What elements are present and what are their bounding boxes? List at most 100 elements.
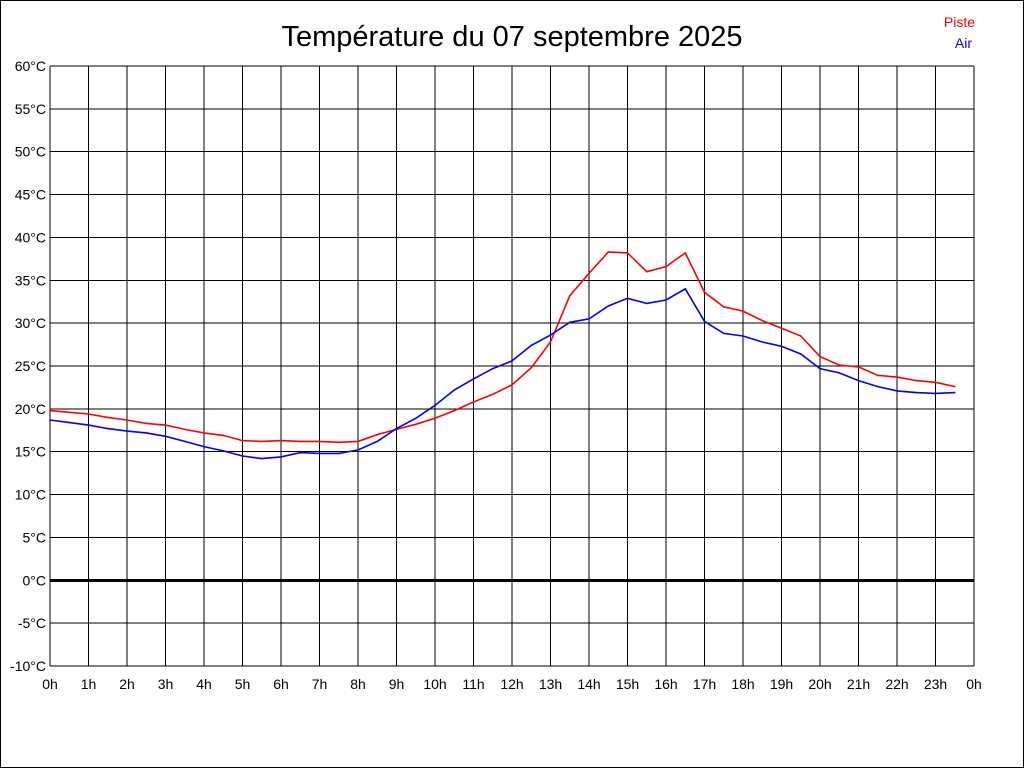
chart-title: Température du 07 septembre 2025 (281, 21, 742, 53)
x-tick-label: 23h (924, 676, 947, 692)
x-tick-label: 19h (770, 676, 793, 692)
y-tick-label: 35°C (15, 272, 46, 288)
x-tick-label: 5h (235, 676, 251, 692)
series-line-piste (49, 251, 955, 444)
data-point-piste (549, 341, 552, 343)
data-point-piste (684, 252, 687, 254)
data-point-piste (49, 409, 51, 412)
x-tick-label: 11h (462, 676, 484, 692)
legend-piste: Piste (944, 14, 975, 30)
data-point-piste (799, 335, 802, 337)
data-point-air (453, 389, 456, 391)
x-tick-label: 0h (966, 676, 982, 692)
x-tick-label: 0h (42, 676, 58, 692)
data-point-air (588, 318, 590, 320)
data-point-air (876, 385, 879, 388)
data-point-piste (145, 422, 148, 425)
data-point-piste (87, 413, 90, 415)
y-tick-label: 45°C (15, 187, 46, 203)
data-point-air (645, 302, 648, 305)
y-tick-label: 0°C (23, 572, 47, 588)
data-point-air (126, 430, 128, 432)
y-tick-label: 60°C (15, 58, 46, 74)
data-point-piste (126, 419, 128, 421)
x-tick-label: 3h (158, 676, 174, 692)
data-point-piste (742, 310, 744, 312)
data-point-piste (106, 416, 109, 419)
data-point-air (106, 427, 109, 430)
data-point-piste (222, 434, 225, 437)
x-tick-label: 17h (693, 676, 716, 692)
data-point-air (742, 335, 744, 337)
data-point-air (780, 345, 783, 348)
data-point-piste (260, 440, 263, 443)
data-point-piste (896, 376, 898, 378)
data-point-air (472, 378, 475, 380)
x-tick-label: 22h (885, 676, 908, 692)
data-point-air (241, 455, 244, 457)
x-tick-label: 14h (577, 676, 600, 692)
data-point-piste (722, 306, 725, 308)
data-point-piste (626, 252, 629, 254)
y-tick-label: -5°C (18, 615, 46, 631)
data-point-piste (530, 366, 533, 369)
data-point-air (260, 457, 263, 460)
y-tick-label: 25°C (15, 358, 46, 374)
data-point-piste (434, 417, 436, 420)
data-point-air (222, 450, 225, 452)
data-point-piste (203, 432, 205, 434)
data-point-piste (780, 327, 783, 330)
x-tick-label: 1h (81, 676, 97, 692)
x-tick-label: 4h (196, 676, 212, 692)
data-point-air (761, 341, 764, 343)
data-point-piste (376, 433, 379, 436)
data-point-air (164, 435, 167, 438)
y-tick-label: 15°C (15, 444, 46, 460)
data-point-piste (953, 385, 956, 388)
y-tick-label: 55°C (15, 101, 46, 117)
data-point-air (318, 452, 321, 455)
x-tick-label: 20h (808, 676, 831, 692)
x-tick-label: 10h (423, 676, 446, 692)
data-point-air (145, 432, 148, 434)
data-point-air (915, 391, 918, 394)
x-tick-label: 9h (389, 676, 405, 692)
data-point-air (357, 449, 359, 451)
data-point-air (491, 367, 494, 370)
x-tick-label: 16h (654, 676, 677, 692)
data-point-air (395, 427, 398, 430)
y-tick-label: 5°C (23, 529, 47, 545)
data-point-air (337, 452, 340, 455)
data-point-piste (934, 381, 937, 384)
data-point-piste (241, 439, 244, 442)
data-point-air (934, 392, 937, 395)
data-point-air (838, 372, 841, 374)
x-tick-label: 12h (500, 676, 523, 692)
data-point-piste (183, 428, 186, 431)
data-point-air (896, 390, 898, 392)
data-point-air (280, 456, 282, 458)
data-point-piste (857, 366, 860, 368)
x-tick-label: 21h (847, 676, 870, 692)
data-point-air (203, 445, 205, 448)
data-point-piste (568, 294, 571, 297)
y-tick-label: 30°C (15, 315, 46, 331)
data-point-air (49, 419, 51, 421)
data-point-air (434, 404, 436, 407)
x-tick-label: 15h (616, 676, 639, 692)
data-point-piste (357, 440, 359, 443)
y-tick-label: 10°C (15, 487, 46, 503)
y-tick-label: 40°C (15, 229, 46, 245)
data-point-air (68, 421, 71, 424)
data-point-piste (665, 265, 667, 268)
data-point-piste (337, 441, 340, 444)
x-tick-label: 13h (539, 676, 562, 692)
data-point-air (299, 451, 302, 454)
y-tick-label: -10°C (10, 658, 46, 674)
data-point-air (819, 367, 821, 370)
data-point-air (511, 360, 513, 362)
data-point-piste (164, 424, 167, 426)
data-point-air (953, 391, 956, 394)
data-point-air (626, 297, 629, 300)
